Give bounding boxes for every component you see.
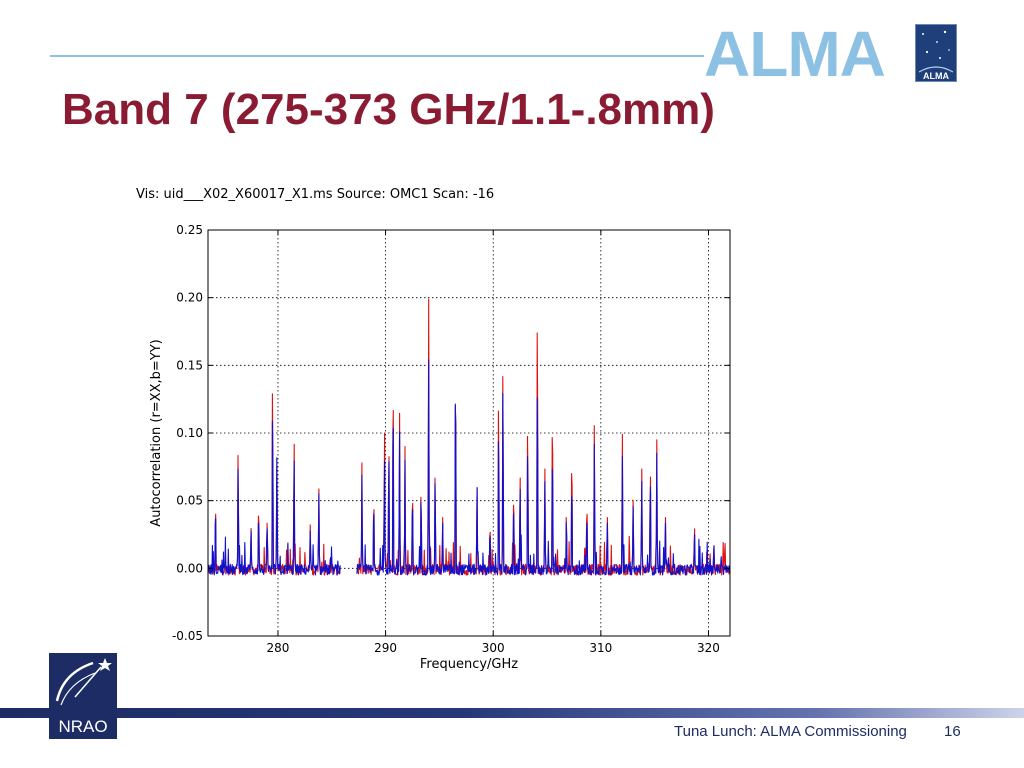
x-tick-label: 320 xyxy=(697,641,720,655)
nrao-logo-text: NRAO xyxy=(58,717,107,736)
x-axis-label: Frequency/GHz xyxy=(420,657,518,672)
footer-text: Tuna Lunch: ALMA Commissioning xyxy=(674,723,907,740)
nrao-logo: NRAO xyxy=(49,653,117,739)
page-number: 16 xyxy=(944,723,961,740)
x-tick-label: 300 xyxy=(482,641,505,655)
alma-logo: ALMA xyxy=(915,24,957,82)
footer-bar xyxy=(0,708,1024,718)
series-line-yy xyxy=(207,420,341,576)
alma-logo-text: ALMA xyxy=(923,71,949,81)
chart-ticks: 280 290 300 310 320 -0.05 0.00 0.05 0.10 0.15 0.20… xyxy=(172,223,730,655)
y-axis-label: Autocorrelation (r=XX,b=YY) xyxy=(149,339,164,526)
chart-series xyxy=(207,298,731,576)
alma-wordmark: ALMA xyxy=(704,18,886,90)
y-tick-label: 0.10 xyxy=(176,426,203,440)
y-tick-label: 0.05 xyxy=(176,494,203,508)
y-tick-label: -0.05 xyxy=(172,629,203,643)
series-line-segment xyxy=(356,359,731,576)
chart-grid xyxy=(208,229,730,637)
y-tick-label: 0.15 xyxy=(176,358,203,372)
x-tick-label: 280 xyxy=(267,641,290,655)
y-tick-label: 0.20 xyxy=(176,291,203,305)
series-line-xx xyxy=(207,393,341,576)
x-tick-label: 290 xyxy=(374,641,397,655)
header-rule xyxy=(50,55,704,57)
y-tick-label: 0.25 xyxy=(176,223,203,237)
chart-title: Vis: uid___X02_X60017_X1.ms Source: OMC1… xyxy=(136,187,494,202)
slide-title: Band 7 (275-373 GHz/1.1-.8mm) xyxy=(62,85,715,134)
y-tick-label: 0.00 xyxy=(176,561,203,575)
x-tick-label: 310 xyxy=(589,641,612,655)
spectrum-chart: 280 290 300 310 320 -0.05 0.00 0.05 0.10 0.15 0.20… xyxy=(136,187,731,672)
